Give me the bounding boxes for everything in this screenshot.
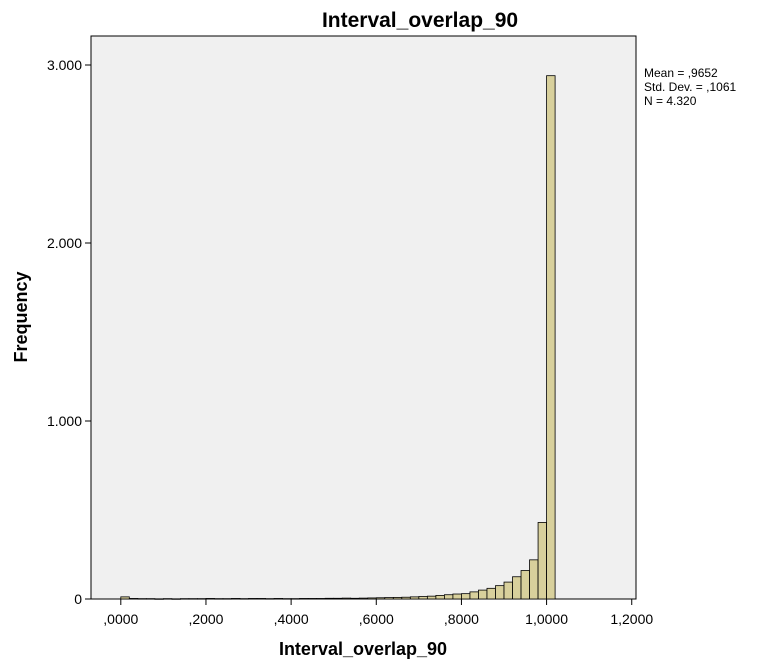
histogram-bar (154, 598, 164, 600)
histogram-bar (478, 589, 488, 600)
histogram-bar (231, 598, 241, 600)
chart-title: Interval_overlap_90 (322, 9, 518, 32)
histogram-bar (307, 598, 318, 600)
histogram-bar (239, 598, 249, 600)
histogram-bar (222, 598, 232, 600)
histogram-bar (486, 587, 496, 600)
stats-std-dev: Std. Dev. = ,1061 (644, 80, 736, 94)
y-axis-label: Frequency (11, 271, 31, 362)
histogram-bar (333, 597, 343, 600)
histogram-bar (409, 596, 420, 600)
histogram-bar (384, 597, 394, 600)
y-tick-label: 0 (74, 591, 82, 607)
x-tick-label: 1,0000 (525, 611, 568, 627)
histogram-bar (350, 597, 360, 600)
histogram-bar (546, 75, 556, 600)
y-tick-label: 2.000 (47, 235, 82, 251)
histogram-bar (341, 597, 352, 600)
histogram-bar (299, 598, 309, 600)
histogram-bar (469, 591, 479, 600)
stats-mean: Mean = ,9652 (644, 66, 718, 80)
histogram-bar (145, 598, 156, 600)
histogram-bar (495, 585, 505, 600)
x-tick-label: ,8000 (444, 611, 479, 627)
histogram-bar (503, 581, 513, 600)
x-tick-label: ,6000 (359, 611, 394, 627)
stats-box: Mean = ,9652 Std. Dev. = ,1061 N = 4.320 (644, 66, 736, 108)
histogram-bar (435, 595, 445, 600)
histogram-bar (520, 570, 530, 600)
histogram-bar (512, 576, 522, 600)
histogram-bar (188, 598, 198, 600)
y-tick-label: 3.000 (47, 57, 82, 73)
histogram-bar (537, 522, 547, 600)
histogram-bar (290, 598, 301, 600)
histogram-bar (461, 593, 471, 600)
histogram-bar (205, 598, 215, 600)
histogram-bar (120, 596, 130, 600)
histogram-bar (452, 593, 462, 600)
bar-group (120, 75, 556, 600)
y-axis: 0 1.000 2.000 3.000 (47, 57, 91, 607)
x-tick-label: ,0000 (103, 611, 138, 627)
x-tick-label: ,2000 (188, 611, 223, 627)
histogram-bar (197, 598, 207, 600)
histogram-bar (180, 598, 190, 600)
x-axis: ,0000 ,2000 ,4000 ,6000 ,8000 1,0000 1,2000 (103, 599, 653, 627)
x-tick-label: ,4000 (274, 611, 309, 627)
histogram-bar (162, 598, 173, 600)
x-axis-label: Interval_overlap_90 (279, 639, 447, 659)
histogram-bar (443, 594, 454, 600)
histogram-bar (282, 598, 292, 600)
histogram-bar (529, 559, 539, 600)
histogram-bar (324, 597, 335, 600)
histogram-bar (358, 597, 369, 600)
histogram-bar (137, 598, 147, 600)
x-tick-label: 1,2000 (610, 611, 653, 627)
stats-n: N = 4.320 (644, 94, 697, 108)
histogram-bar (171, 598, 181, 600)
histogram-bar (214, 598, 224, 600)
histogram-bar (367, 597, 377, 600)
histogram-bar (401, 596, 411, 600)
histogram-bar (418, 596, 428, 600)
y-tick-label: 1.000 (47, 413, 82, 429)
histogram-bar (375, 597, 386, 600)
histogram-bar (392, 596, 403, 600)
histogram-bar (265, 598, 275, 600)
plot-area (90, 35, 637, 600)
histogram-bar (256, 598, 266, 600)
histogram-bar (426, 595, 437, 600)
histogram-bar (128, 598, 139, 600)
histogram-bar (316, 598, 326, 600)
histogram-bar (273, 598, 284, 600)
histogram-bar (248, 598, 258, 600)
